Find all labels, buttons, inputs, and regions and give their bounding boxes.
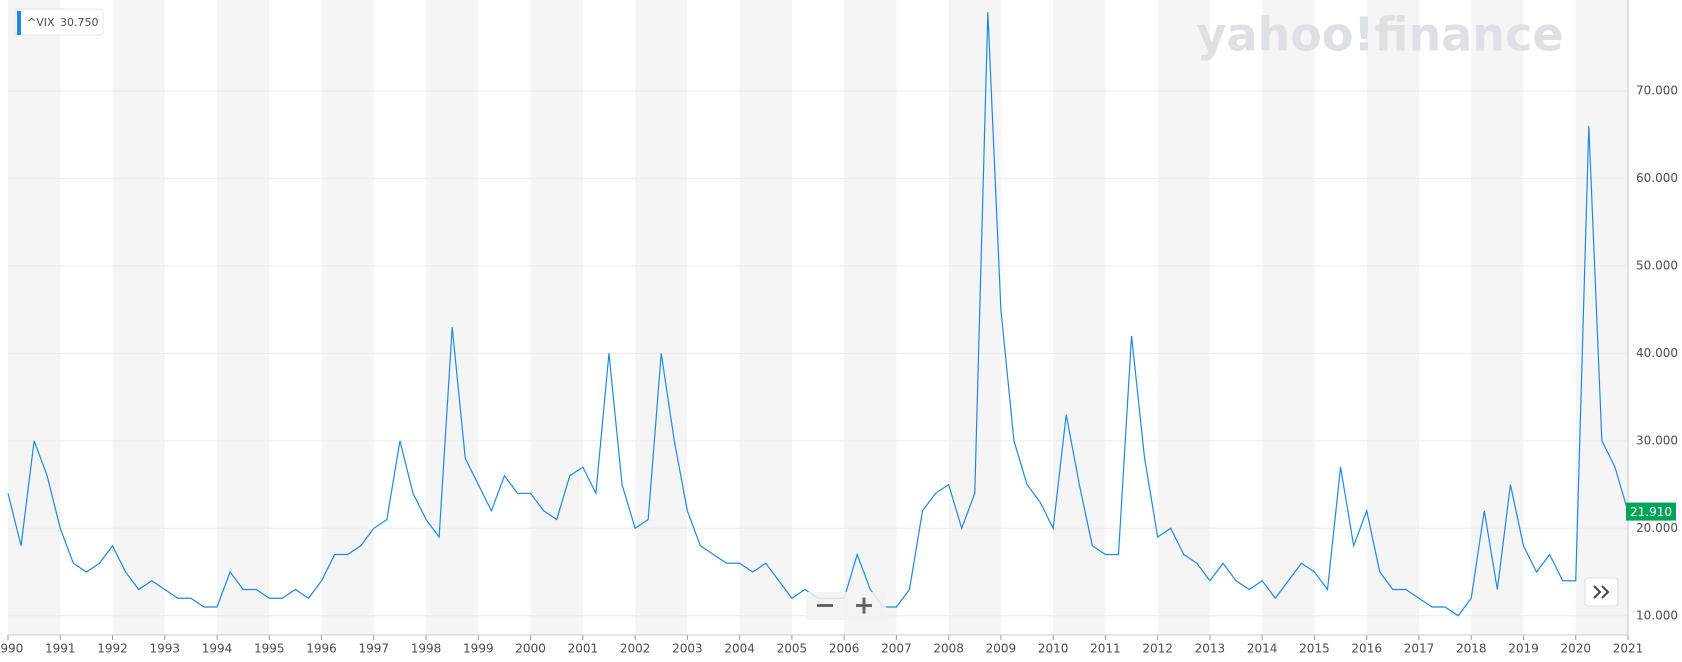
x-tick-label: 2005 [777, 642, 808, 656]
x-tick-label: 1994 [202, 642, 233, 656]
x-tick-label: 1995 [254, 642, 285, 656]
year-band [1575, 0, 1628, 635]
watermark: yahoo!finance [1196, 8, 1563, 62]
y-tick-label: 10.000 [1636, 608, 1678, 622]
legend-name: ^VIX [27, 16, 55, 29]
year-band [1471, 0, 1524, 635]
year-band [1366, 0, 1419, 635]
year-bands [8, 0, 1628, 635]
x-tick-label: 1998 [411, 642, 442, 656]
y-tick-label: 60.000 [1636, 171, 1678, 185]
last-price-box [1626, 502, 1676, 521]
x-tick-label: 2006 [829, 642, 860, 656]
year-band [530, 0, 583, 635]
x-tick-label: 2015 [1299, 642, 1330, 656]
x-tick-label: 2004 [724, 642, 755, 656]
x-tick-label: 2021 [1613, 642, 1644, 656]
year-band [739, 0, 792, 635]
last-price-label: 21.910 [1630, 505, 1672, 519]
y-tick-label: 20.000 [1636, 521, 1678, 535]
x-tick-label: 2011 [1090, 642, 1121, 656]
x-tick-label: 1990 [0, 642, 23, 656]
zoom-in-v [862, 597, 866, 614]
y-tick-label: 30.000 [1636, 433, 1678, 447]
scroll-right[interactable] [1584, 577, 1619, 607]
x-tick-label: 2009 [986, 642, 1017, 656]
x-tick-label: 2010 [1038, 642, 1069, 656]
x-tick-label: 2012 [1142, 642, 1173, 656]
scroll-icon [1593, 585, 1610, 599]
scroll-button[interactable] [1584, 577, 1619, 607]
x-tick-label: 2018 [1456, 642, 1487, 656]
x-tick-label: 2008 [933, 642, 964, 656]
year-band [1053, 0, 1106, 635]
zoom-out[interactable] [817, 604, 833, 607]
year-band [948, 0, 1001, 635]
x-tick-label: 1996 [306, 642, 337, 656]
zoom-controls[interactable] [806, 592, 886, 620]
x-tick-label: 2019 [1508, 642, 1539, 656]
x-tick-label: 1999 [463, 642, 494, 656]
year-band [426, 0, 479, 635]
legend-swatch [17, 11, 21, 35]
year-band [112, 0, 165, 635]
year-band [1262, 0, 1315, 635]
x-tick-label: 2003 [672, 642, 703, 656]
x-tick-label: 1997 [359, 642, 390, 656]
x-tick-label: 2001 [568, 642, 599, 656]
legend-value: 30.750 [60, 16, 99, 29]
x-tick-label: 1991 [45, 642, 76, 656]
x-tick-label: 2013 [1195, 642, 1226, 656]
x-tick-label: 2000 [515, 642, 546, 656]
year-band [844, 0, 897, 635]
year-band [1157, 0, 1210, 635]
x-tick-label: 2007 [881, 642, 912, 656]
x-tick-label: 1992 [97, 642, 128, 656]
x-tick-label: 2014 [1247, 642, 1278, 656]
x-tick-label: 2016 [1351, 642, 1382, 656]
year-band [321, 0, 374, 635]
year-band [8, 0, 61, 635]
x-tick-label: 2020 [1560, 642, 1591, 656]
x-tick-label: 2002 [620, 642, 651, 656]
year-band [635, 0, 688, 635]
legend-box [14, 8, 104, 36]
x-tick-label: 1993 [150, 642, 181, 656]
y-tick-label: 50.000 [1636, 258, 1678, 272]
y-tick-label: 70.000 [1636, 83, 1678, 97]
y-tick-label: 40.000 [1636, 346, 1678, 360]
x-tick-label: 2017 [1404, 642, 1435, 656]
year-band [217, 0, 270, 635]
